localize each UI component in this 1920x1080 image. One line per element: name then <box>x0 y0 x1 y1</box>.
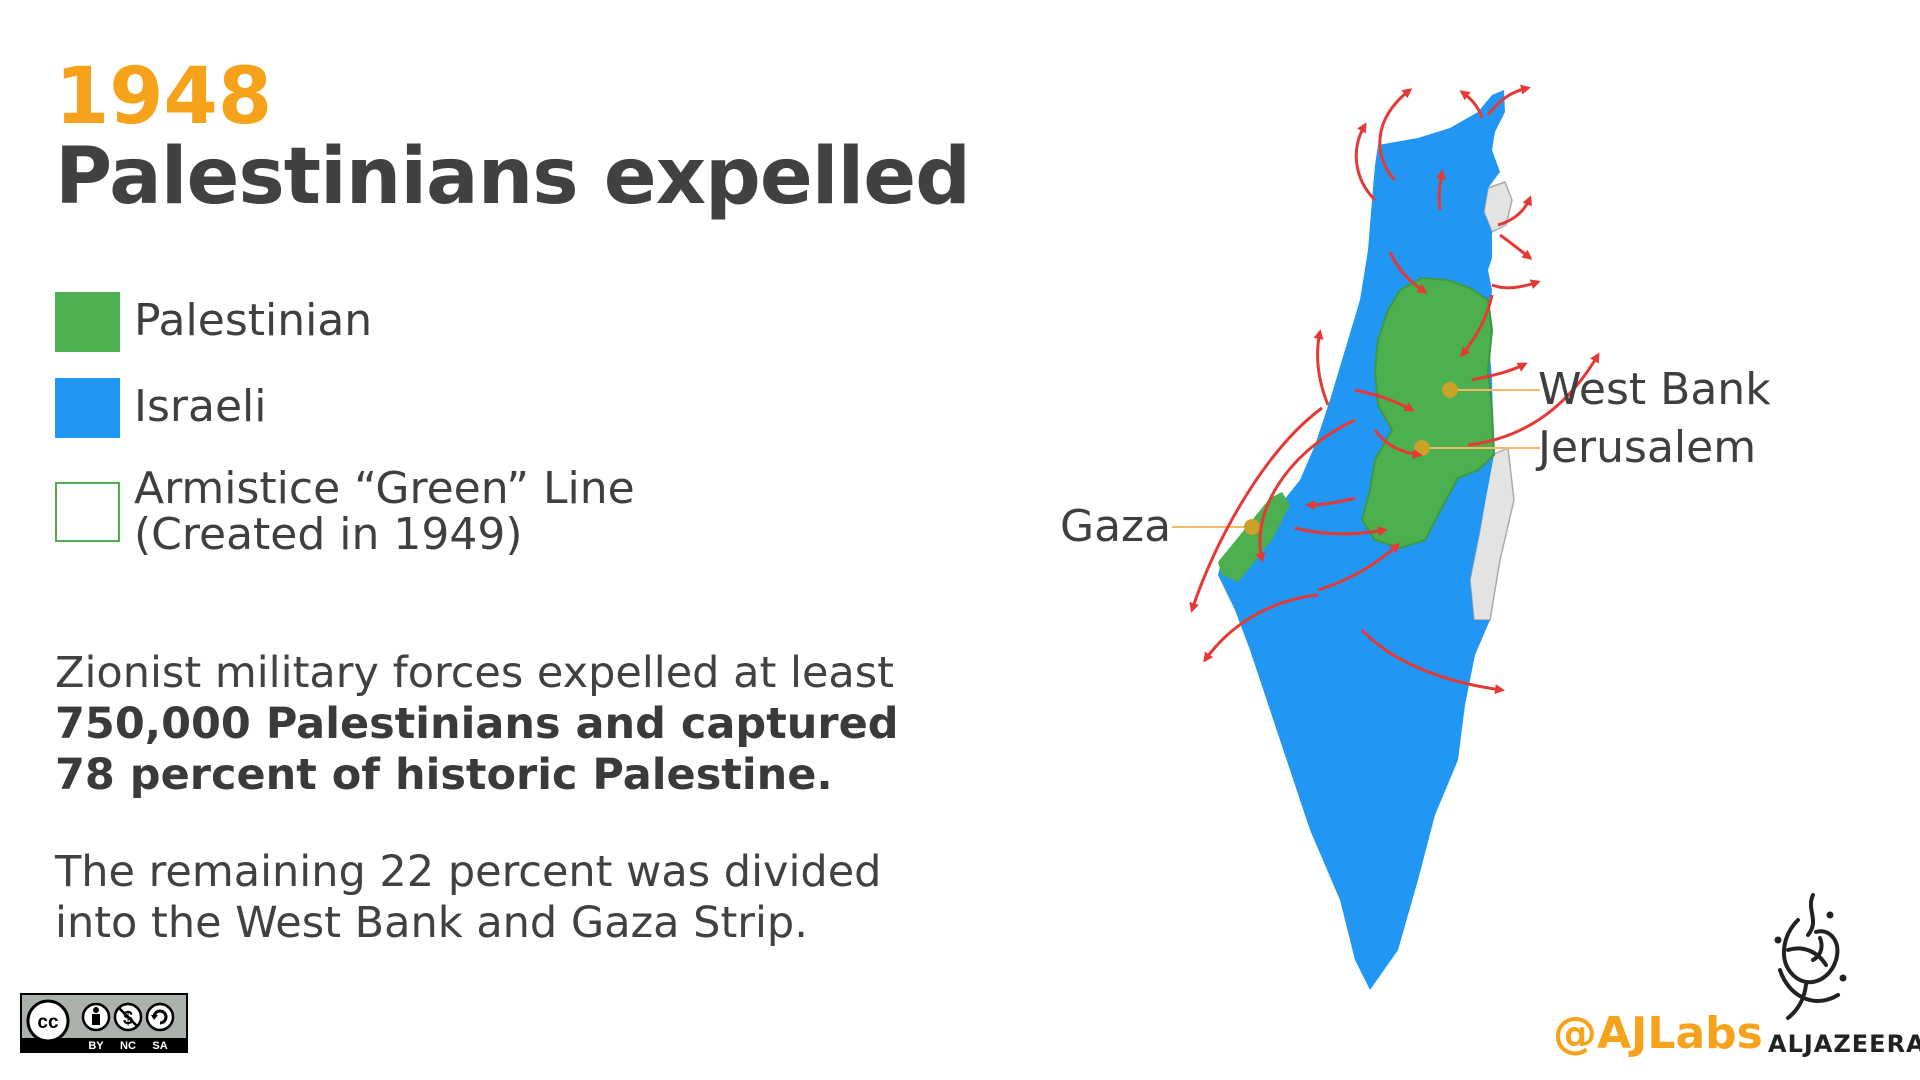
expulsion-arrow-icon <box>1378 88 1413 182</box>
nc-label: NC <box>120 1040 136 1052</box>
gaza-territory <box>1218 492 1290 582</box>
west-bank-marker <box>1442 382 1458 398</box>
legend-label-israeli: Israeli <box>134 381 267 432</box>
expulsion-arrow-icon <box>1491 279 1541 290</box>
gaza-label: Gaza <box>1060 501 1172 552</box>
expulsion-arrow-icon <box>1203 593 1319 663</box>
description-paragraph-2: The remaining 22 percent was divided int… <box>55 847 882 948</box>
title-year: 1948 <box>55 52 273 142</box>
west-bank-territory <box>1360 276 1496 550</box>
legend-label-green-line-1: Armistice “Green” Line <box>134 463 635 514</box>
gaza-marker <box>1244 519 1260 535</box>
expulsion-arrow-icon <box>1317 543 1401 592</box>
legend-label-green-line-2: (Created in 1949) <box>134 509 523 560</box>
legend-item-palestinian: Palestinian <box>55 292 372 352</box>
expulsion-arrow-icon <box>1294 526 1388 537</box>
expulsion-arrow-icon <box>1499 233 1533 260</box>
aljazeera-wordmark: ALJAZEERA <box>1768 1030 1920 1058</box>
expulsion-arrow-icon <box>1460 294 1494 358</box>
expulsion-arrow-icon <box>1354 122 1377 202</box>
west-bank-label: West Bank <box>1538 364 1771 415</box>
expulsion-arrow-icon <box>1435 169 1446 211</box>
cc-icon <box>26 999 70 1043</box>
description-text: Zionist military forces expelled at leas… <box>55 648 895 698</box>
sa-icon <box>145 1002 175 1032</box>
expulsion-arrow-icon <box>1354 388 1415 412</box>
cc-mark: cc <box>37 1012 59 1033</box>
legend-item-israeli: Israeli <box>55 378 266 438</box>
expulsion-arrow-icon <box>1388 251 1428 294</box>
ajlabs-credit: @AJLabs <box>1553 1008 1763 1059</box>
expulsion-arrows <box>1189 84 1600 695</box>
description-highlight: 750,000 Palestinians and captured 78 per… <box>55 699 899 800</box>
cc-license-badge: cc $ BY NC SA <box>20 993 188 1053</box>
expulsion-arrow-icon <box>1313 329 1330 406</box>
expulsion-arrow-icon <box>1373 429 1423 459</box>
expulsion-arrow-icon <box>1255 418 1356 563</box>
expulsion-arrow-icon <box>1471 362 1528 382</box>
expulsion-arrow-icon <box>1497 195 1532 227</box>
map <box>1172 84 1600 990</box>
sa-label: SA <box>152 1040 167 1052</box>
page-title: Palestinians expelled <box>55 132 971 222</box>
expulsion-arrow-icon <box>1360 628 1505 695</box>
jerusalem-label: Jerusalem <box>1538 422 1757 473</box>
legend-label-green-line: Armistice “Green” Line (Created in 1949) <box>134 466 635 558</box>
expulsion-arrow-icon <box>1486 84 1531 116</box>
description-paragraph-1: Zionist military forces expelled at leas… <box>55 648 935 801</box>
legend-swatch-green-line <box>55 482 120 542</box>
expulsion-arrow-icon <box>1189 406 1323 613</box>
expulsion-arrow-icon <box>1467 352 1600 447</box>
legend-label-palestinian: Palestinian <box>134 295 373 346</box>
aljazeera-logo-icon <box>1774 893 1847 1020</box>
legend-swatch-israeli <box>55 378 120 438</box>
legend-item-green-line: Armistice “Green” Line (Created in 1949) <box>55 466 635 558</box>
expulsion-arrow-icon <box>1459 90 1484 119</box>
legend-swatch-palestinian <box>55 292 120 352</box>
by-label: BY <box>88 1040 104 1052</box>
expulsion-arrow-icon <box>1305 496 1356 510</box>
